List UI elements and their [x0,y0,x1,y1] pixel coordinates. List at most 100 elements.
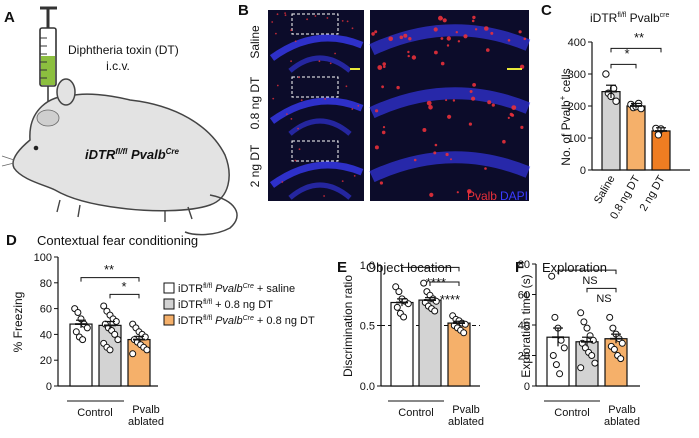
pvalb-cell [434,50,438,55]
data-point [141,333,149,341]
pvalb-cell [314,15,317,17]
pvalb-cell [323,195,325,197]
y-tick-label: 0.5 [360,321,375,333]
pvalb-cell [383,65,386,68]
pvalb-cell [486,48,490,52]
dapi-band2-overview-2 [288,182,352,200]
toxin-label: Diphtheria toxin (DT) [68,43,179,57]
dapi-band-zoom-0 [369,24,531,56]
significance-bracket [429,281,460,286]
pvalb-cell [519,64,525,70]
legend-swatch-ablated [163,314,175,326]
mouse-illustration [1,78,238,236]
pvalb-cell [490,31,494,35]
pvalb-cell [468,122,472,126]
pvalb-cell [434,143,438,147]
group-control-e: Control [398,407,433,419]
data-point [588,352,596,359]
sig-d-1: ** [104,262,114,277]
pvalb-cell [375,109,379,113]
significance-bracket [80,277,140,282]
pvalb-cell [294,40,297,43]
pvalb-cell [341,20,344,22]
panel-c-letter: C [541,2,552,19]
data-point [395,288,403,296]
y-tick-label: 0 [46,381,52,393]
chart-e: 0.0 0.5 1.0 [360,260,480,393]
row-label-2ng: 2 ng DT [248,144,262,187]
data-point [618,339,626,347]
pvalb-cell [429,192,434,197]
data-point [551,313,559,321]
group-ablated-e-1: Pvalb [452,404,480,416]
legend-label-ablated: iDTRfl/fl PvalbCre + 0.8 ng DT [178,315,315,327]
sig-e-1: **** [426,275,446,290]
data-point [612,97,620,105]
sig-e-2: **** [440,292,460,307]
panel-d: D Contextual fear conditioning % Freezin… [6,232,315,428]
significance-bracket [557,269,617,275]
panel-d-letter: D [6,232,17,249]
pvalb-cell [271,21,274,23]
y-tick-label: 40 [518,320,530,332]
pvalb-cell [472,83,476,87]
significance-bracket [109,293,140,299]
y-tick-label: 0 [580,165,586,177]
y-tick-label: 0 [524,381,530,393]
group-ablated-f-1: Pvalb [608,404,636,416]
pvalb-cell [447,114,452,119]
zoom-box-0 [291,13,339,35]
pvalb-cell [298,148,301,151]
panel-c: C iDTRfl/fl Pvalbcre No. of Pvalb+ cells… [541,2,690,221]
panel-d-legend: iDTRfl/fl PvalbCre + saline iDTRfl/fl + … [163,282,315,327]
pvalb-cell [345,85,348,88]
pvalb-cell [484,26,489,31]
pvalb-cell [408,37,412,41]
data-point [609,324,617,332]
panel-e-letter: E [337,259,347,276]
pvalb-cell [281,181,284,183]
mouse-genotype-label: iDTRfl/fl PvalbCre [85,147,180,162]
dapi-band2-overview-1 [288,118,352,136]
pvalb-cell [346,20,349,23]
data-point [591,359,599,367]
pvalb-cell [446,36,451,41]
pvalb-cell [407,54,410,58]
data-point [606,313,614,321]
data-point [583,324,591,332]
data-point [100,302,108,310]
pvalb-cell [438,15,443,21]
pvalb-cell [290,29,293,32]
pvalb-cell [469,90,473,93]
data-point [420,279,428,287]
pvalb-cell [471,96,476,101]
data-point [549,352,557,359]
pvalb-cell [457,40,461,43]
pvalb-cell [379,181,383,185]
zoom-box-1 [291,76,339,98]
data-point [577,364,585,372]
panel-c-title: iDTRfl/fl Pvalbcre [590,11,669,25]
chart-d: 0 20 40 60 80 100 [34,252,158,393]
sig-c-1: * [624,46,629,61]
pvalb-cell [445,152,449,157]
sig-f-1: NS [582,275,597,287]
legend-swatch-saline [163,282,175,294]
pvalb-cell [474,28,478,31]
pvalb-cell [318,60,321,63]
pvalb-cell [523,37,527,41]
significance-bracket [610,47,662,53]
pvalb-cell [353,175,356,177]
data-point [114,336,122,344]
pvalb-cell [403,33,408,38]
y-tick-label: 400 [568,37,586,49]
data-point [548,272,556,280]
data-point [557,336,565,344]
stain-legend: Pvalb DAPI [467,189,528,203]
data-point [111,330,119,338]
panel-d-title: Contextual fear conditioning [37,233,198,248]
pvalb-cell [374,145,379,150]
pvalb-cell [306,18,308,21]
pvalb-cell [396,85,400,90]
